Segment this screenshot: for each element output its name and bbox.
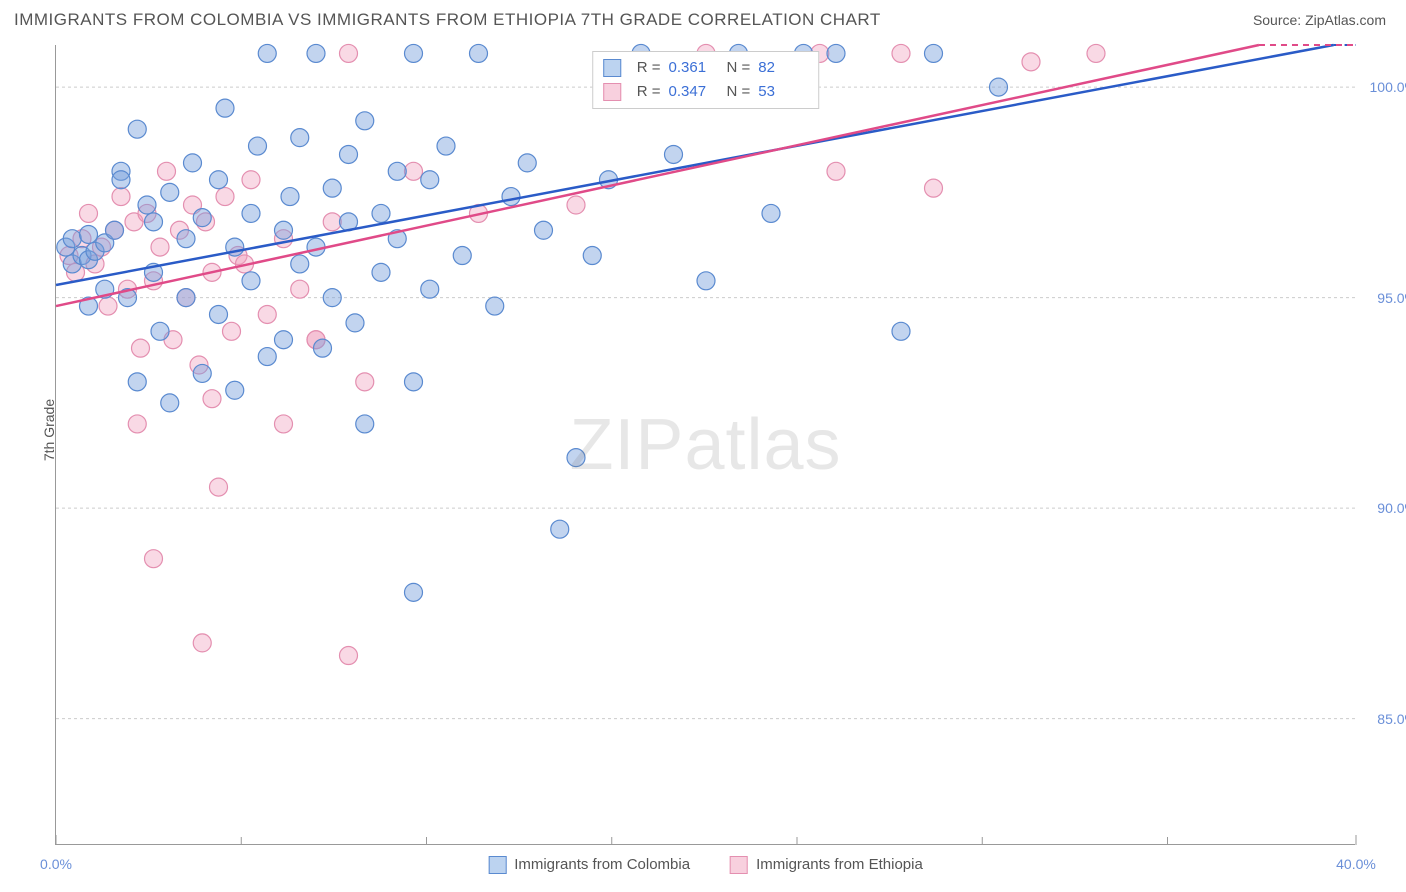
legend-swatch-icon (488, 856, 506, 874)
stat-n-value: 53 (758, 80, 808, 104)
y-tick-label: 90.0% (1377, 500, 1406, 516)
stats-row: R = 0.361 N = 82 (603, 56, 809, 80)
legend-label: Immigrants from Colombia (514, 856, 690, 873)
x-tick-label: 40.0% (1336, 856, 1376, 872)
stat-r-value: 0.347 (669, 80, 719, 104)
stat-r-label: R = (637, 56, 661, 80)
chart-title: IMMIGRANTS FROM COLOMBIA VS IMMIGRANTS F… (14, 10, 881, 30)
chart-area: ZIPatlas R =0.361N =82R =0.347N =53 85.0… (55, 45, 1355, 845)
source-label: Source: ZipAtlas.com (1253, 12, 1386, 28)
header: IMMIGRANTS FROM COLOMBIA VS IMMIGRANTS F… (0, 0, 1406, 36)
plot-svg (56, 45, 1355, 844)
legend-item: Immigrants from Colombia (488, 856, 690, 874)
stat-n-label: N = (727, 56, 751, 80)
plot-box: ZIPatlas R =0.361N =82R =0.347N =53 85.0… (55, 45, 1355, 845)
legend-swatch-icon (730, 856, 748, 874)
y-tick-label: 100.0% (1370, 79, 1406, 95)
stats-box: R = 0.361 N = 82 R = 0.347 N = 53 (592, 51, 820, 109)
bottom-legend: Immigrants from Colombia Immigrants from … (488, 856, 923, 874)
stat-n-label: N = (727, 80, 751, 104)
legend-label: Immigrants from Ethiopia (756, 856, 923, 873)
stat-r-label: R = (637, 80, 661, 104)
legend-swatch-icon (603, 59, 621, 77)
stat-r-value: 0.361 (669, 56, 719, 80)
stat-n-value: 82 (758, 56, 808, 80)
legend-item: Immigrants from Ethiopia (730, 856, 923, 874)
stats-row: R = 0.347 N = 53 (603, 80, 809, 104)
legend-swatch-icon (603, 83, 621, 101)
y-tick-label: 85.0% (1377, 711, 1406, 727)
y-tick-label: 95.0% (1377, 290, 1406, 306)
x-tick-label: 0.0% (40, 856, 72, 872)
